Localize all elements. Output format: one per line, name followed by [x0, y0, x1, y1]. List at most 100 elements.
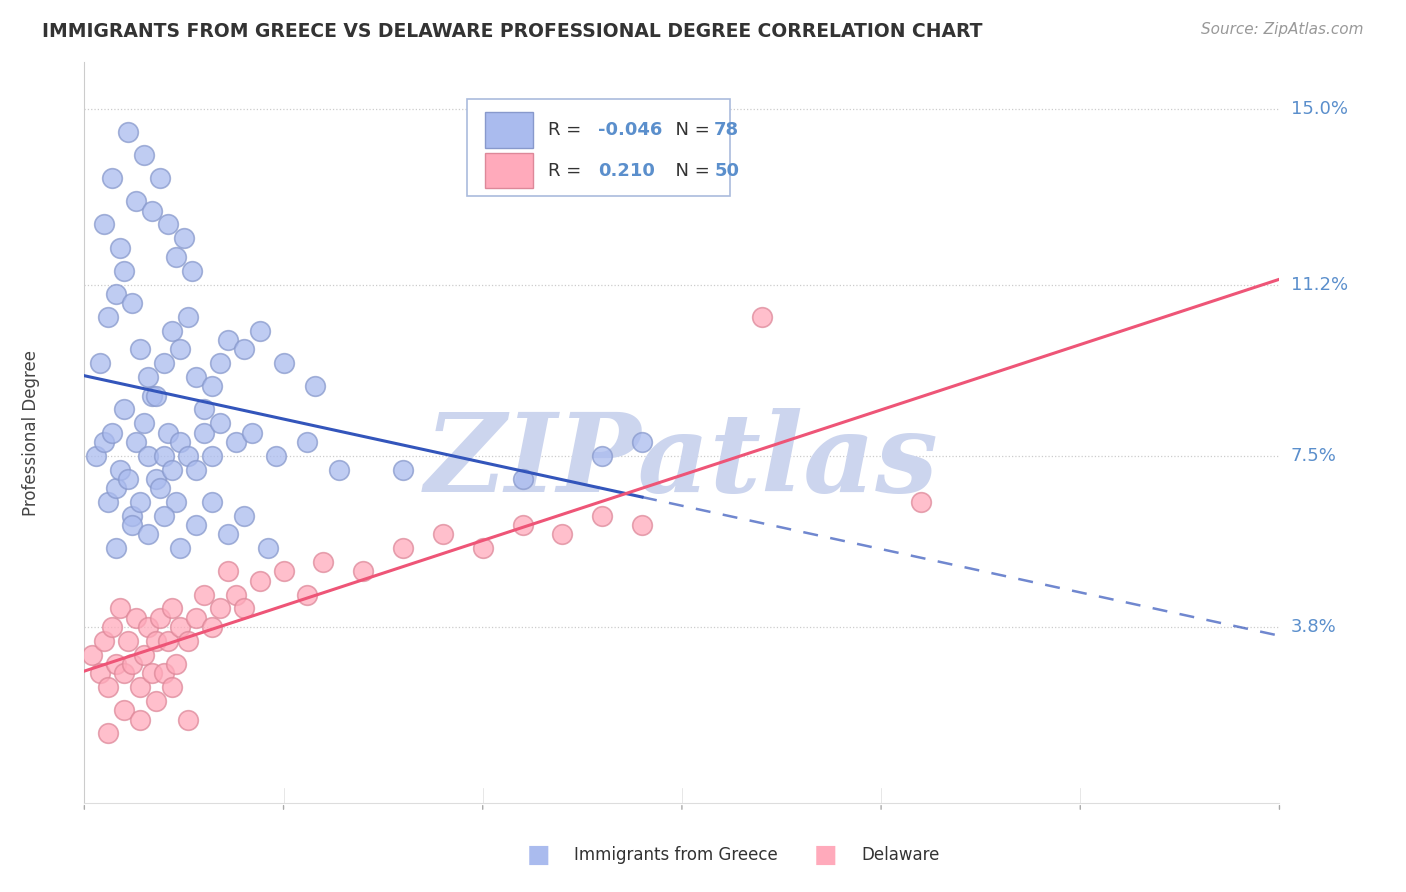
Point [169, 434, 191, 449]
Point [392, 541, 415, 556]
Point [297, 588, 319, 602]
Point [169, 343, 191, 357]
Point [136, 449, 159, 463]
Point [751, 310, 773, 324]
Point [169, 541, 191, 556]
Point [153, 449, 176, 463]
Point [97, 310, 120, 324]
Point [136, 527, 159, 541]
Point [125, 434, 148, 449]
Point [232, 508, 254, 523]
Point [201, 449, 224, 463]
Point [141, 388, 163, 402]
Point [177, 449, 200, 463]
Point [153, 666, 176, 681]
Point [105, 541, 128, 556]
Point [145, 472, 167, 486]
Point [208, 417, 231, 431]
Point [184, 370, 207, 384]
Point [132, 648, 156, 662]
Point [177, 633, 200, 648]
Point [240, 425, 263, 440]
Point [910, 495, 932, 509]
Point [201, 379, 224, 393]
Point [101, 171, 124, 186]
Text: 78: 78 [714, 120, 740, 139]
Point [631, 434, 654, 449]
Point [125, 610, 148, 624]
Point [157, 218, 180, 232]
Point [136, 620, 159, 634]
Text: ZIPatlas: ZIPatlas [425, 409, 939, 516]
Text: 50: 50 [714, 161, 740, 179]
Point [392, 462, 415, 476]
Point [591, 449, 613, 463]
FancyBboxPatch shape [485, 153, 533, 188]
Point [97, 726, 120, 740]
Point [225, 434, 247, 449]
Point [169, 620, 191, 634]
Point [132, 417, 156, 431]
Text: ■: ■ [814, 843, 837, 867]
Point [165, 657, 187, 671]
Point [184, 462, 207, 476]
Text: Professional Degree: Professional Degree [21, 350, 39, 516]
Point [112, 703, 135, 717]
Point [97, 495, 120, 509]
Text: IMMIGRANTS FROM GREECE VS DELAWARE PROFESSIONAL DEGREE CORRELATION CHART: IMMIGRANTS FROM GREECE VS DELAWARE PROFE… [42, 22, 983, 41]
Point [129, 495, 152, 509]
Point [97, 680, 120, 694]
Point [117, 633, 139, 648]
Point [89, 666, 111, 681]
Point [217, 565, 239, 579]
Point [132, 148, 156, 162]
Point [177, 713, 200, 727]
Point [110, 462, 132, 476]
Point [105, 481, 128, 495]
Point [145, 388, 167, 402]
Point [591, 508, 613, 523]
Point [184, 518, 207, 533]
Point [82, 648, 104, 662]
Point [551, 527, 574, 541]
Text: -0.046: -0.046 [599, 120, 662, 139]
Point [125, 194, 148, 209]
Point [117, 125, 139, 139]
Point [165, 250, 187, 264]
Point [145, 694, 167, 708]
Point [121, 518, 143, 533]
FancyBboxPatch shape [467, 99, 730, 195]
Point [193, 402, 215, 417]
Point [273, 565, 295, 579]
Point [157, 633, 180, 648]
Point [153, 356, 176, 370]
Point [160, 680, 183, 694]
Point [121, 657, 143, 671]
Point [160, 601, 183, 615]
Point [312, 555, 335, 569]
Point [112, 263, 135, 277]
Text: 15.0%: 15.0% [1291, 100, 1347, 118]
Point [93, 633, 115, 648]
Text: ■: ■ [527, 843, 550, 867]
Point [201, 620, 224, 634]
Point [145, 633, 167, 648]
Point [193, 588, 215, 602]
Text: 3.8%: 3.8% [1291, 618, 1336, 636]
Point [328, 462, 350, 476]
Point [101, 620, 124, 634]
Point [208, 601, 231, 615]
Point [160, 462, 183, 476]
Point [256, 541, 278, 556]
Point [225, 588, 247, 602]
Point [149, 171, 172, 186]
Text: N =: N = [664, 161, 716, 179]
Text: Immigrants from Greece: Immigrants from Greece [575, 846, 778, 863]
Point [232, 343, 254, 357]
Text: R =: R = [548, 120, 588, 139]
Point [165, 495, 187, 509]
Point [181, 263, 204, 277]
Point [160, 324, 183, 338]
Point [149, 610, 172, 624]
Point [129, 343, 152, 357]
